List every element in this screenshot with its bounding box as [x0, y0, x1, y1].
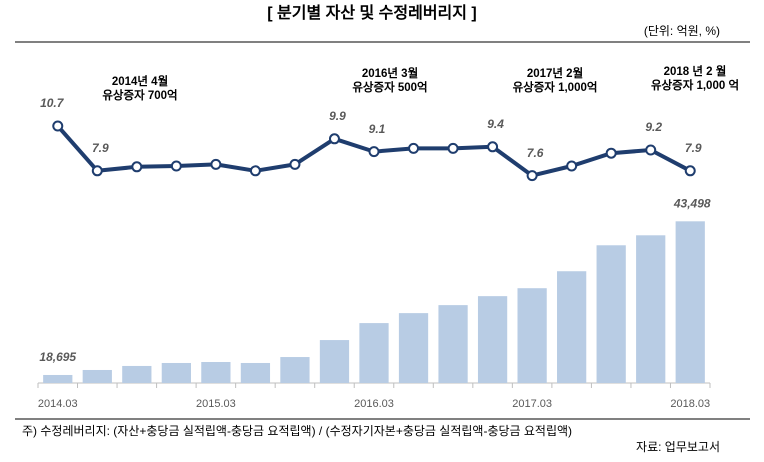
point: [249, 165, 261, 177]
bar: [636, 235, 666, 383]
data-label: 7.9: [685, 141, 702, 155]
bar: [280, 357, 310, 383]
bar: [240, 362, 271, 383]
data-label: 10.7: [40, 96, 65, 110]
bar: [161, 362, 191, 383]
chart-title: [ 분기별 자산 및 수정레버리지 ]: [267, 3, 477, 22]
data-label: 9.9: [329, 109, 346, 123]
annotation: 2016년 3월: [362, 66, 418, 80]
point: [408, 142, 420, 154]
data-label: 9.1: [369, 122, 386, 136]
point: [131, 161, 143, 173]
point: [684, 165, 696, 177]
bar: [438, 305, 468, 383]
bar: [557, 271, 587, 383]
point: [487, 141, 499, 153]
bar: [122, 365, 152, 383]
data-label: 7.9: [92, 141, 109, 155]
bar: [596, 245, 626, 383]
bar: [359, 323, 389, 383]
x-tick-label: 2015.03: [196, 398, 236, 410]
annotation: 유상증자 1,000억: [513, 80, 598, 94]
annotation: 유상증자 500억: [352, 80, 427, 94]
source: 자료: 업무보고서: [636, 440, 720, 454]
point: [526, 170, 538, 182]
point: [91, 165, 103, 177]
point: [170, 160, 182, 172]
x-tick-label: 2017.03: [512, 398, 552, 410]
point: [368, 146, 380, 158]
point: [328, 133, 340, 145]
unit-label: (단위: 억원, %): [644, 24, 720, 38]
bar: [319, 340, 350, 383]
bar: [675, 221, 705, 383]
point: [447, 142, 459, 154]
point: [210, 158, 222, 170]
bar: [82, 369, 112, 383]
bar: [201, 361, 231, 383]
bar: [477, 296, 508, 383]
annotation: 2017년 2월: [527, 66, 583, 80]
x-tick-label: 2016.03: [354, 398, 394, 410]
annotation: 유상증자 700억: [102, 88, 177, 102]
data-label: 9.2: [645, 120, 662, 134]
annotation: 2014년 4월: [112, 74, 168, 88]
bar: [43, 374, 73, 383]
x-tick-label: 2014.03: [38, 398, 78, 410]
point: [605, 147, 617, 159]
annotation: 유상증자 1,000 억: [651, 78, 739, 92]
point: [289, 158, 301, 170]
footnote: 주) 수정레버리지: (자산+충당금 실적립액-충당금 요적립액) / (수정자…: [22, 424, 572, 438]
x-tick-label: 2018.03: [670, 398, 710, 410]
point: [645, 144, 657, 156]
annotation: 2018 년 2 월: [664, 64, 727, 78]
point: [566, 160, 578, 172]
data-label: 18,695: [39, 350, 76, 364]
bar: [398, 313, 429, 383]
data-label: 9.4: [487, 117, 504, 131]
point: [52, 120, 64, 132]
bar: [517, 288, 547, 383]
data-label: 43,498: [673, 196, 711, 210]
data-label: 7.6: [527, 146, 544, 160]
